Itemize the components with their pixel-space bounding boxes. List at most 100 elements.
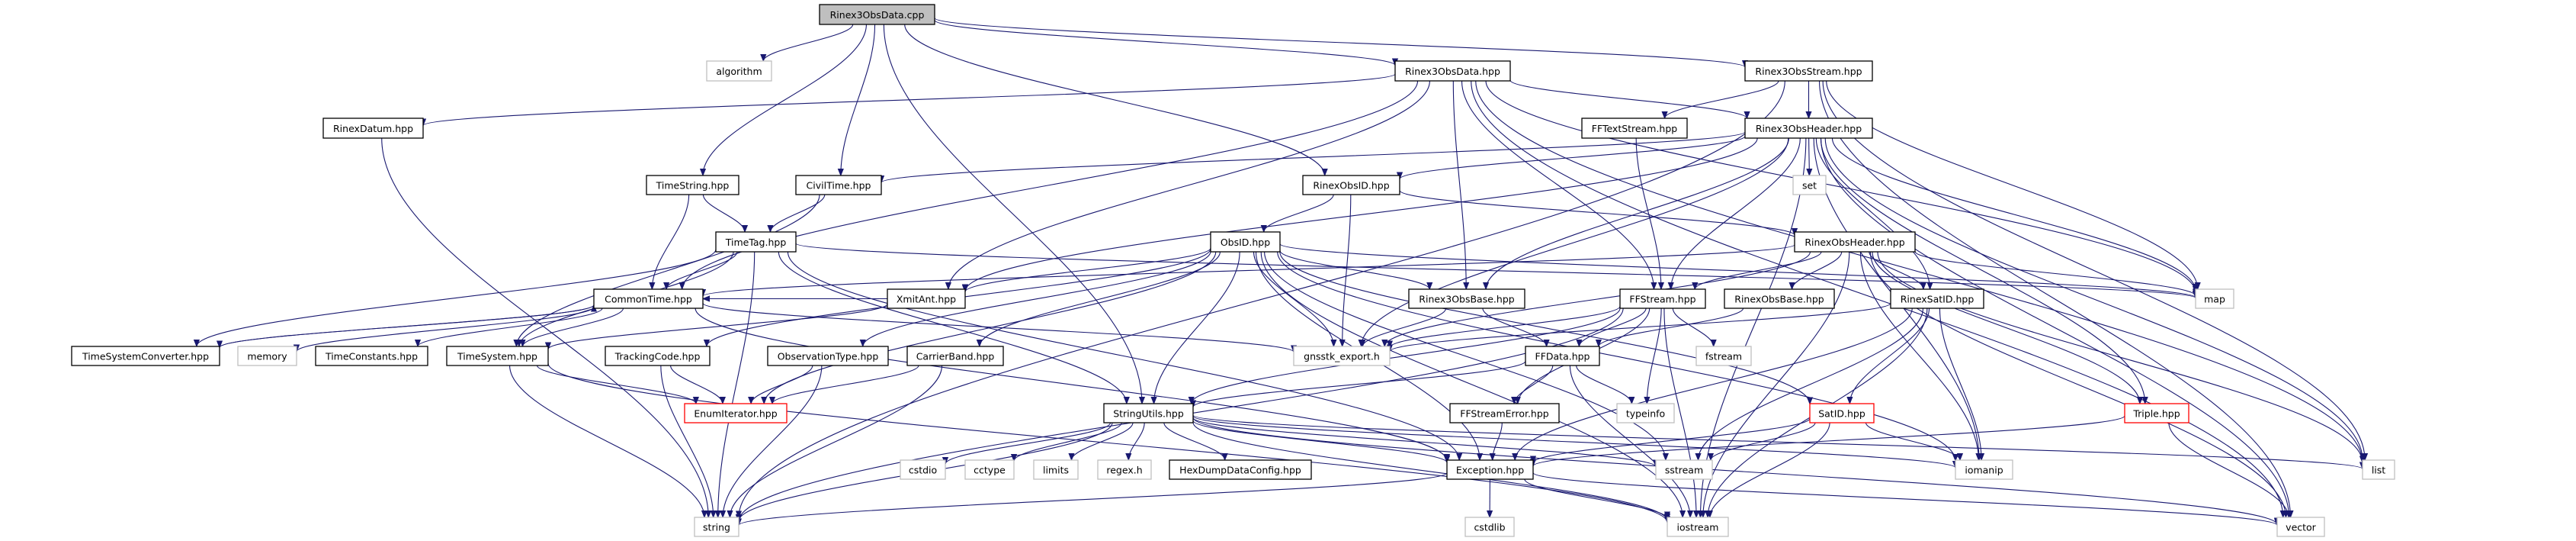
- node-cstdio: cstdio: [900, 459, 946, 480]
- edge-r3stream-to-vector: [1818, 80, 2291, 517]
- node-ffdata[interactable]: FFData.hpp: [1525, 346, 1600, 366]
- node-cctype: cctype: [964, 459, 1015, 480]
- node-label: TimeSystemConverter.hpp: [82, 351, 209, 362]
- node-trackingcode[interactable]: TrackingCode.hpp: [605, 346, 711, 366]
- node-triple[interactable]: Triple.hpp: [2124, 403, 2189, 423]
- node-box: [322, 118, 424, 139]
- edge-cpp-to-civiltime: [841, 24, 876, 176]
- node-label: set: [1802, 180, 1817, 192]
- node-label: list: [2372, 465, 2385, 476]
- nodes-layer: Rinex3ObsData.cpp algorithm Rinex3ObsData.…: [71, 4, 2395, 537]
- edge-timetag-to-map: [795, 243, 2196, 299]
- node-obsid[interactable]: ObsID.hpp: [1210, 231, 1281, 253]
- node-box: [900, 459, 946, 480]
- node-timesystem[interactable]: TimeSystem.hpp: [446, 346, 549, 366]
- edge-rinexobsbase-to-ffdata: [1599, 308, 1744, 347]
- node-rinexobsid[interactable]: RinexObsID.hpp: [1302, 175, 1400, 195]
- edge-ffstream-to-fstream: [1672, 308, 1713, 347]
- edge-obsid-to-r3obsbase: [1279, 250, 1429, 290]
- node-exception[interactable]: Exception.hpp: [1446, 459, 1534, 480]
- node-box: [1655, 459, 1713, 480]
- node-civiltime[interactable]: CivilTime.hpp: [795, 175, 882, 195]
- node-r3data[interactable]: Rinex3ObsData.hpp: [1394, 60, 1511, 82]
- edge-cpp-to-timestring: [703, 24, 867, 176]
- node-r3obsbase[interactable]: Rinex3ObsBase.hpp: [1408, 288, 1525, 309]
- edge-rinexdatum-to-string: [381, 137, 709, 517]
- edge-timesystem-to-string: [508, 365, 704, 517]
- edge-r3header-to-rinexsatid: [1815, 137, 1930, 289]
- node-timetag[interactable]: TimeTag.hpp: [715, 231, 797, 253]
- node-timeconstants[interactable]: TimeConstants.hpp: [315, 346, 428, 366]
- node-commontime[interactable]: CommonTime.hpp: [593, 288, 704, 309]
- node-label: string: [703, 522, 730, 533]
- node-tsconverter[interactable]: TimeSystemConverter.hpp: [71, 346, 220, 366]
- edge-r3header-to-map: [1831, 137, 2196, 291]
- edge-trackingcode-to-enumiterator: [670, 365, 723, 404]
- node-xmitant[interactable]: XmitAnt.hpp: [887, 288, 966, 309]
- edge-ffstream-to-gnsstkexport: [1390, 305, 1621, 348]
- edge-r3data-to-vector: [1471, 80, 2283, 517]
- node-box: [2195, 288, 2234, 309]
- edge-r3data-to-rinexdatum: [423, 73, 1396, 127]
- edge-rinexsatid-to-exception: [1515, 308, 1913, 460]
- node-box: [1302, 175, 1400, 195]
- node-r3header[interactable]: Rinex3ObsHeader.hpp: [1744, 118, 1873, 139]
- node-label: cstdio: [909, 465, 937, 476]
- edge-stringutils-to-regex: [1128, 422, 1145, 461]
- edge-commontime-to-timeconstants: [418, 308, 603, 347]
- edge-satid-to-iomanip: [1865, 422, 1960, 461]
- node-label: typeinfo: [1626, 408, 1665, 420]
- node-box: [1464, 517, 1515, 537]
- node-label: RinexObsID.hpp: [1313, 180, 1389, 192]
- edge-r3header-to-r3obsbase: [1486, 137, 1789, 289]
- edge-ffstream-to-typeinfo: [1647, 308, 1662, 404]
- node-vector: vector: [2276, 517, 2325, 537]
- edge-cpp-to-algorithm: [763, 24, 854, 62]
- node-fftextstream[interactable]: FFTextStream.hpp: [1581, 118, 1688, 139]
- node-rinexobsbase[interactable]: RinexObsBase.hpp: [1724, 288, 1835, 309]
- node-label: TrackingCode.hpp: [614, 351, 701, 362]
- edge-stringutils-to-iostream: [1192, 422, 1667, 521]
- node-box: [1033, 459, 1079, 480]
- node-sstream: sstream: [1655, 459, 1713, 480]
- node-satid[interactable]: SatID.hpp: [1809, 403, 1875, 423]
- node-r3stream[interactable]: Rinex3ObsStream.hpp: [1744, 60, 1873, 82]
- edge-civiltime-to-timetag: [770, 194, 826, 233]
- edge-timetag-to-exception: [787, 251, 1459, 460]
- node-box: [315, 346, 428, 366]
- edge-rinexsatid-to-satid: [1849, 308, 1930, 404]
- edge-stringutils-to-hexdump: [1163, 422, 1225, 461]
- node-enumiterator[interactable]: EnumIterator.hpp: [684, 403, 788, 423]
- node-label: RinexDatum.hpp: [333, 123, 413, 134]
- edge-rinexobsid-to-rinexobsheader: [1399, 190, 1795, 236]
- node-label: fstream: [1705, 351, 1742, 362]
- node-label: memory: [247, 351, 287, 362]
- node-box: [819, 4, 935, 25]
- edge-ffdata-to-ffstreamerror: [1514, 365, 1554, 404]
- node-ffstream[interactable]: FFStream.hpp: [1619, 288, 1706, 309]
- node-rinexdatum[interactable]: RinexDatum.hpp: [322, 118, 424, 139]
- node-hexdump[interactable]: HexDumpDataConfig.hpp: [1169, 459, 1312, 480]
- edge-triple-to-exception: [1533, 415, 2125, 467]
- edge-exception-to-string: [739, 472, 1448, 526]
- node-ffstreamerror[interactable]: FFStreamError.hpp: [1449, 403, 1560, 423]
- node-rinexsatid[interactable]: RinexSatID.hpp: [1890, 288, 1984, 309]
- edge-obsid-to-satid: [1279, 251, 1810, 404]
- node-stringutils[interactable]: StringUtils.hpp: [1103, 403, 1194, 423]
- node-box: [767, 346, 889, 366]
- node-label: iostream: [1677, 522, 1719, 533]
- edge-r3header-to-ffstream: [1671, 137, 1801, 289]
- node-obstype[interactable]: ObservationType.hpp: [767, 346, 889, 366]
- node-label: Rinex3ObsData.cpp: [830, 9, 925, 21]
- node-rinexobsheader[interactable]: RinexObsHeader.hpp: [1794, 231, 1916, 253]
- edge-fftextstream-to-ffstream: [1635, 137, 1661, 289]
- edge-rinexobsheader-to-map: [1914, 250, 2196, 297]
- node-cpp[interactable]: Rinex3ObsData.cpp: [819, 4, 935, 25]
- node-box: [71, 346, 220, 366]
- edge-r3header-to-xmitant: [965, 137, 1758, 291]
- edge-rinexobsid-to-gnsstkexport: [1343, 194, 1352, 346]
- node-cstdlib: cstdlib: [1464, 517, 1515, 537]
- node-timestring[interactable]: TimeString.hpp: [646, 175, 739, 195]
- node-carrierband[interactable]: CarrierBand.hpp: [906, 346, 1004, 366]
- node-string: string: [694, 517, 739, 537]
